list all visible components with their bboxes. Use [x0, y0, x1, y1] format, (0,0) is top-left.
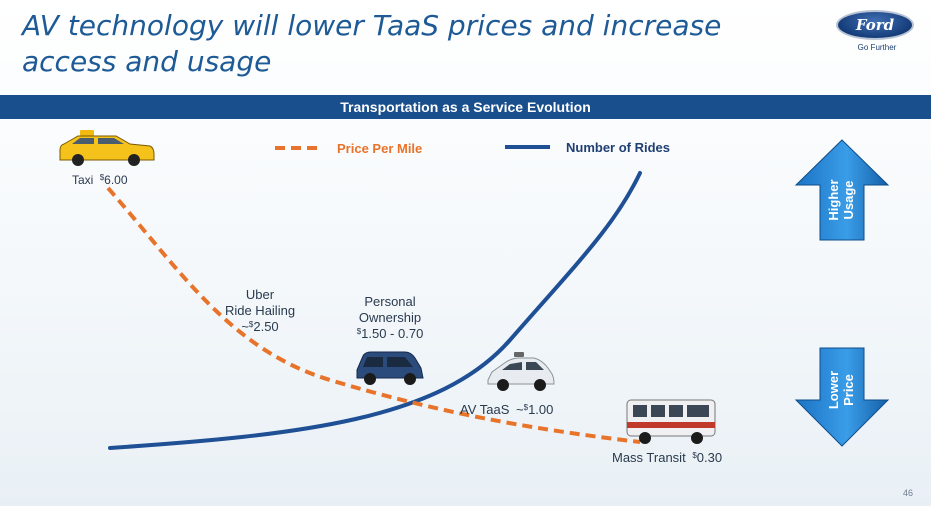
currency-symbol: $: [100, 173, 105, 182]
price-prefix: ~: [241, 319, 249, 334]
slide-title: AV technology will lower TaaS prices and…: [22, 8, 782, 80]
category-label-av-taas: AV TaaS ~$1.00: [460, 402, 553, 417]
category-name-line-2: Ride Hailing: [225, 303, 295, 318]
chart-title: Transportation as a Service Evolution: [0, 95, 931, 119]
category-name-line-1: Uber: [246, 287, 275, 302]
category-label-personal-ownership: Personal Ownership $1.50 - 0.70: [357, 294, 424, 341]
price-prefix: ~: [516, 402, 524, 417]
higher-usage-arrow-icon: Higher Usage: [794, 139, 890, 241]
series-line-price-per-mile: [106, 186, 641, 444]
category-name: AV TaaS: [460, 402, 510, 417]
category-name: Taxi: [72, 173, 93, 187]
legend-label-rides: Number of Rides: [566, 140, 670, 155]
arrow-label-line-1: Higher: [826, 179, 841, 220]
category-label-uber: Uber Ride Hailing ~$2.50: [225, 287, 295, 334]
currency-symbol: $: [524, 403, 529, 412]
category-name: Mass Transit: [612, 450, 686, 465]
brand-wordmark: Ford: [855, 16, 895, 34]
slide-title-line-1: AV technology will lower TaaS prices and…: [22, 9, 722, 42]
arrow-label-line-1: Lower: [826, 371, 841, 409]
svg-text:Mass Transit $0.30: Mass Transit $0.30: [612, 450, 722, 465]
category-label-taxi: Taxi $6.00: [72, 173, 128, 188]
taxi-icon: [59, 130, 155, 166]
category-label-mass-transit: Mass Transit $0.30: [612, 450, 722, 465]
series-line-number-of-rides: [108, 171, 642, 450]
page-number: 46: [902, 488, 913, 498]
category-name-line-1: Personal: [364, 294, 415, 309]
category-price: 0.30: [697, 450, 722, 465]
slide-title-line-2: access and usage: [22, 45, 272, 78]
currency-symbol: $: [357, 327, 362, 336]
ford-logo: Ford Go Further: [836, 10, 918, 52]
category-price-line: $1.50 - 0.70: [357, 326, 424, 341]
suv-icon: [356, 351, 424, 385]
currency-symbol: $: [692, 451, 697, 460]
category-price: 1.50 - 0.70: [361, 326, 423, 341]
currency-symbol: $: [249, 320, 254, 329]
category-price: 6.00: [104, 173, 128, 187]
arrow-label-line-2: Usage: [841, 180, 856, 219]
lower-price-arrow-icon: Lower Price: [794, 347, 890, 447]
ford-oval-icon: Ford: [836, 10, 914, 40]
arrow-label-line-2: Price: [841, 374, 856, 406]
sedan-icon: [487, 352, 555, 391]
svg-text:Taxi $6.00: Taxi $6.00: [72, 173, 128, 188]
category-name-line-2: Ownership: [359, 310, 421, 325]
bus-icon: [626, 399, 716, 444]
brand-tagline: Go Further: [857, 43, 897, 52]
category-price: 2.50: [253, 319, 278, 334]
category-price: 1.00: [528, 402, 553, 417]
svg-text:AV TaaS ~$1.00: AV TaaS ~$1.00: [460, 402, 553, 417]
category-price-line: ~$2.50: [241, 319, 278, 334]
legend-label-price: Price Per Mile: [337, 141, 422, 156]
